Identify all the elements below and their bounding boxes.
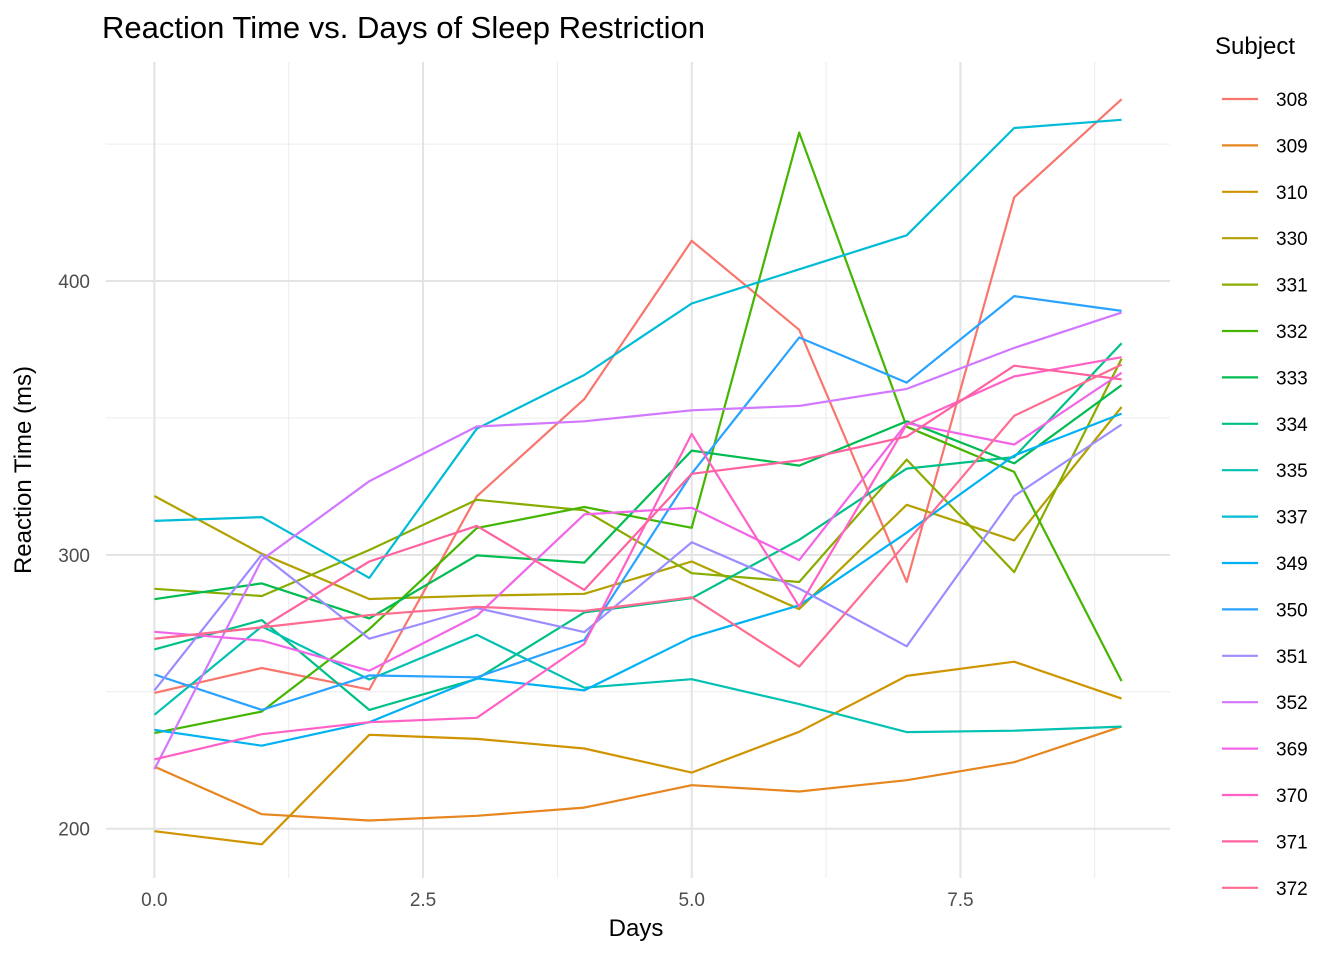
legend-label-310: 310	[1276, 183, 1308, 204]
legend-label-370: 370	[1276, 786, 1308, 807]
series-line-330	[153, 406, 1123, 611]
series-lines	[153, 98, 1123, 846]
legend-label-371: 371	[1276, 832, 1308, 853]
legend: 308 309 310 330 331 332 333 334 335 337 349 350 351 3…	[1222, 90, 1308, 900]
y-tick-label: 200	[58, 820, 90, 841]
legend-label-349: 349	[1276, 554, 1308, 575]
series-line-333	[154, 384, 1123, 620]
legend-label-332: 332	[1276, 322, 1308, 343]
axis-tick-labels: 0.0 2.5 5.0 7.5 200 300 400	[58, 272, 973, 911]
x-tick-label: 0.0	[141, 890, 167, 911]
series-line-334	[154, 342, 1123, 712]
y-axis-title: Reaction Time (ms)	[10, 365, 37, 575]
y-tick-label: 400	[58, 272, 90, 293]
legend-label-309: 309	[1276, 136, 1308, 157]
y-tick-label: 300	[58, 546, 90, 567]
legend-label-308: 308	[1276, 90, 1308, 111]
legend-label-350: 350	[1276, 600, 1308, 621]
series-line-331	[154, 358, 1123, 598]
series-line-351	[153, 423, 1123, 692]
x-tick-label: 5.0	[679, 890, 705, 911]
series-line-309	[153, 725, 1122, 822]
series-line-310	[154, 660, 1122, 846]
series-line-371	[154, 364, 1122, 640]
legend-label-351: 351	[1276, 647, 1308, 668]
series-line-369	[154, 371, 1123, 672]
legend-label-369: 369	[1276, 740, 1308, 761]
series-line-350	[154, 295, 1122, 712]
series-line-308	[154, 98, 1123, 694]
legend-label-335: 335	[1276, 461, 1308, 482]
legend-title: Subject	[1215, 33, 1296, 60]
legend-label-352: 352	[1276, 693, 1308, 714]
series-line-349	[154, 412, 1122, 747]
legend-label-337: 337	[1276, 508, 1308, 529]
x-tick-label: 2.5	[410, 890, 436, 911]
legend-label-331: 331	[1276, 276, 1308, 297]
series-line-352	[153, 311, 1122, 770]
x-tick-label: 7.5	[947, 890, 973, 911]
legend-label-333: 333	[1276, 368, 1308, 389]
x-axis-title: Days	[608, 915, 664, 942]
series-line-337	[154, 118, 1122, 580]
legend-label-330: 330	[1276, 229, 1308, 250]
chart-title: Reaction Time vs. Days of Sleep Restrict…	[102, 10, 706, 45]
legend-label-334: 334	[1276, 415, 1308, 436]
series-line-335	[153, 625, 1122, 734]
series-line-372	[154, 363, 1123, 668]
legend-label-372: 372	[1276, 879, 1308, 900]
series-line-332	[154, 131, 1123, 735]
